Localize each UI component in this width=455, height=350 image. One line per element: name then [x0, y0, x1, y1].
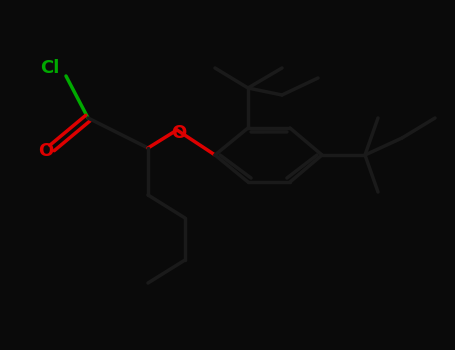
Text: O: O	[172, 124, 187, 142]
Text: Cl: Cl	[40, 59, 60, 77]
Text: O: O	[38, 142, 54, 160]
